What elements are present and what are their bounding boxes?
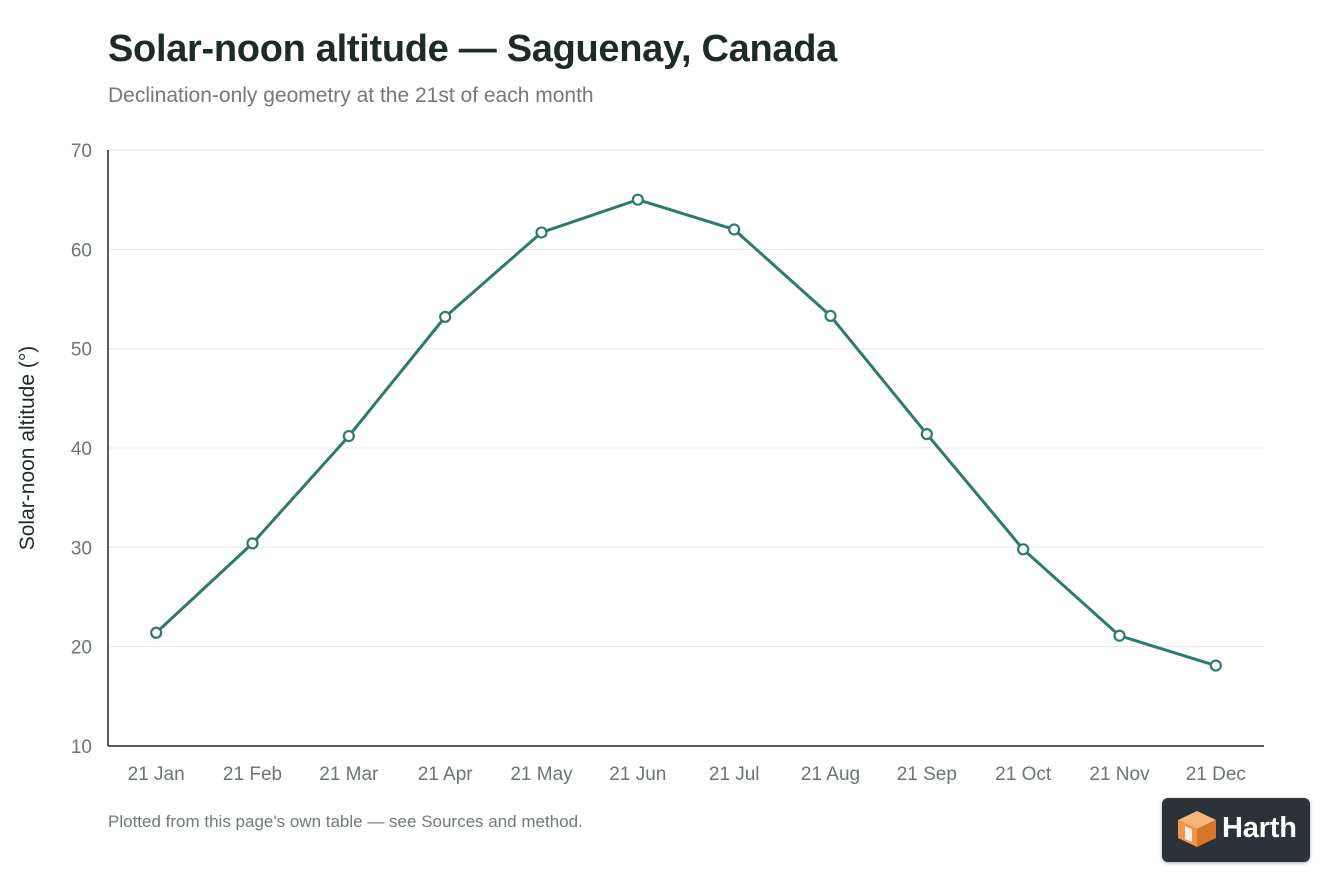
x-tick-label: 21 Sep [897,764,957,785]
x-tick-label: 21 Jan [128,764,185,785]
chart-subtitle: Declination-only geometry at the 21st of… [108,84,594,107]
data-point[interactable] [1209,659,1222,672]
harth-logo-badge[interactable]: Harth [1162,798,1310,862]
x-tick-label: 21 Jul [709,764,760,785]
data-point[interactable] [631,193,644,206]
data-point[interactable] [439,310,452,323]
x-tick-label: 21 Aug [801,764,860,785]
y-tick-label: 50 [71,340,92,361]
data-point[interactable] [1017,543,1030,556]
y-tick-label: 30 [71,538,92,559]
x-tick-label: 21 Dec [1186,764,1246,785]
data-point[interactable] [728,223,741,236]
data-point[interactable] [342,429,355,443]
series-group [150,193,1222,672]
data-point[interactable] [824,309,837,322]
grid-lines [108,149,1264,648]
x-tick-label: 21 Oct [995,764,1052,785]
y-tick-label: 20 [71,638,92,659]
x-tick-label: 21 Mar [319,764,379,785]
y-axis-title: Solar-noon altitude (°) [16,346,39,551]
x-tick-label: 21 May [510,764,573,785]
data-point[interactable] [246,537,259,550]
footnote: Plotted from this page's own table — see… [108,812,583,831]
data-point[interactable] [920,427,933,441]
x-tick-label: 21 Feb [223,764,282,785]
y-tick-label: 40 [71,439,92,460]
x-axis-ticks: 21 Jan 21 Feb 21 Mar 21 Apr 21 May 21 Jun 21 J… [128,764,1246,785]
x-tick-label: 21 Apr [418,764,474,785]
data-point[interactable] [1113,629,1126,642]
harth-logo-text: Harth [1222,812,1297,844]
harth-cube-icon [1178,811,1216,847]
series-line [154,198,1218,668]
y-tick-label: 60 [71,240,92,261]
x-tick-label: 21 Jun [609,764,666,785]
y-tick-label: 70 [71,141,92,162]
chart-title: Solar-noon altitude — Saguenay, Canada [108,28,838,70]
y-tick-label: 10 [71,737,92,758]
y-axis-ticks: 10 20 30 40 50 60 70 [71,141,92,758]
data-point[interactable] [150,626,163,639]
x-tick-label: 21 Nov [1089,764,1150,785]
data-point[interactable] [535,226,548,239]
